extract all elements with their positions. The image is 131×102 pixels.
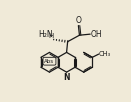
Text: N: N bbox=[63, 73, 70, 82]
Text: H: H bbox=[48, 33, 53, 39]
Text: H₂N: H₂N bbox=[39, 30, 53, 39]
Text: O: O bbox=[76, 16, 82, 25]
Text: Abs: Abs bbox=[44, 59, 54, 64]
Text: OH: OH bbox=[91, 30, 102, 39]
Text: CH₃: CH₃ bbox=[99, 51, 111, 57]
